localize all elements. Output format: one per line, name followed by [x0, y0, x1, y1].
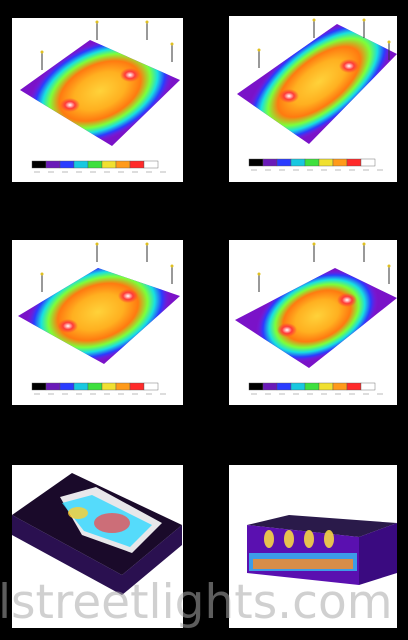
scale-cell: [59, 382, 75, 391]
lamp: [257, 48, 261, 52]
lamp: [145, 20, 149, 24]
heat: [244, 24, 394, 144]
hot-spot: [337, 293, 357, 307]
box-side: [359, 523, 397, 585]
lamp: [387, 264, 391, 268]
scale-cell: [276, 382, 292, 391]
scale-cell: [360, 382, 376, 391]
wall-light: [264, 530, 274, 548]
scale-cell: [73, 160, 89, 169]
wall-light: [284, 530, 294, 548]
scale-cell: [290, 158, 306, 167]
scale-cell: [101, 160, 117, 169]
scale-cell: [45, 160, 61, 169]
scale-cell: [248, 158, 264, 167]
lamp: [40, 272, 44, 276]
lamp: [362, 242, 366, 246]
lamp: [170, 264, 174, 268]
heatmap-panel: [12, 240, 183, 405]
scale-cell: [276, 158, 292, 167]
lamp: [95, 242, 99, 246]
lamp: [40, 50, 44, 54]
scale-cell: [332, 158, 348, 167]
heatmap-panel: [229, 240, 397, 405]
hot-spot: [94, 513, 130, 533]
scale-cell: [87, 382, 103, 391]
heatmap-panel: [12, 18, 183, 182]
scale-cell: [318, 158, 334, 167]
wall-light: [324, 530, 334, 548]
wall-light: [304, 530, 314, 548]
lamp: [145, 242, 149, 246]
scale-cell: [115, 160, 131, 169]
scale-cell: [129, 382, 145, 391]
scale-cell: [59, 160, 75, 169]
panels: [12, 16, 397, 628]
scale-cell: [73, 382, 89, 391]
lamp: [387, 40, 391, 44]
scale-cell: [318, 382, 334, 391]
scale-cell: [346, 382, 362, 391]
hot-spot: [58, 319, 78, 333]
heatmap-panel: [229, 465, 397, 628]
hot-spot: [339, 59, 359, 73]
scale-cell: [45, 382, 61, 391]
hot-spot: [60, 98, 80, 112]
hot-spot: [277, 323, 297, 337]
scale-cell: [143, 382, 159, 391]
scale-cell: [31, 382, 47, 391]
watermark: lstreetlights.com: [0, 575, 393, 630]
heat-area: [244, 24, 394, 144]
lamp: [170, 42, 174, 46]
hot-spot: [68, 507, 88, 519]
floor-core: [253, 559, 353, 569]
scale-cell: [304, 382, 320, 391]
scale-cell: [332, 382, 348, 391]
lamp: [257, 272, 261, 276]
hot-spot: [118, 289, 138, 303]
scale-cell: [262, 382, 278, 391]
building-side: [12, 515, 182, 595]
heatmap-panel: [12, 465, 183, 628]
scale-cell: [304, 158, 320, 167]
scale-cell: [129, 160, 145, 169]
scale-cell: [87, 160, 103, 169]
scale-cell: [143, 160, 159, 169]
scale-cell: [290, 382, 306, 391]
scale-cell: [262, 158, 278, 167]
scale-cell: [101, 382, 117, 391]
lamp: [312, 18, 316, 22]
scale-cell: [360, 158, 376, 167]
scale-cell: [346, 158, 362, 167]
hot-spot: [120, 68, 140, 82]
box-top: [247, 515, 397, 537]
scale-cell: [115, 382, 131, 391]
lamp: [95, 20, 99, 24]
hot-spot: [279, 89, 299, 103]
scale-cell: [31, 160, 47, 169]
lamp: [362, 18, 366, 22]
heatmap-panel: [229, 16, 397, 182]
scale-cell: [248, 382, 264, 391]
lamp: [312, 242, 316, 246]
